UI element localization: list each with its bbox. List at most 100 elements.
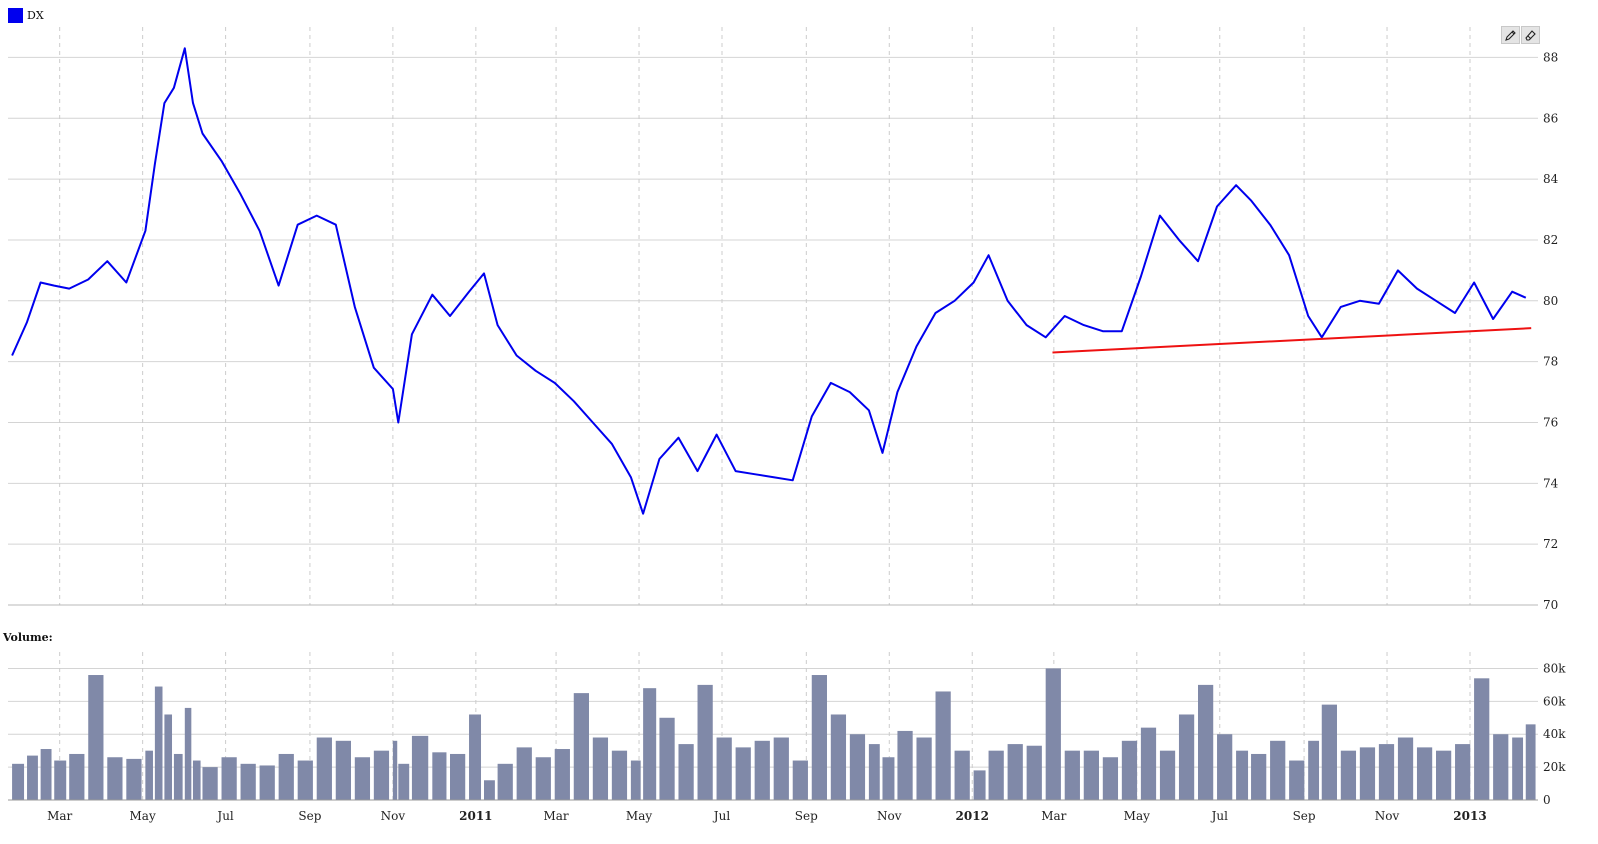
x-tick-label: Mar [1041,809,1066,823]
volume-bar [297,760,313,800]
volume-bar [1140,727,1157,800]
volume-bar [411,735,429,800]
volume-bar [484,780,495,800]
x-tick-label: Nov [381,809,406,823]
price-y-tick-label: 88 [1543,50,1558,64]
volume-bar [1397,737,1414,800]
volume-bar [1251,753,1267,800]
volume-bar [107,757,123,800]
volume-y-tick-labels: 0 20k 40k 60k 80k [1543,661,1566,807]
volume-bar [184,707,192,800]
volume-bar [259,765,275,800]
volume-bar [1525,724,1536,800]
price-y-tick-label: 72 [1543,537,1558,551]
eraser-tool-button[interactable] [1521,26,1540,44]
volume-bar [469,714,482,800]
volume-bar [392,740,398,800]
volume-bar [868,744,880,800]
volume-bar [316,737,332,800]
x-tick-label: Jul [215,809,234,823]
volume-bar [830,714,847,800]
x-tick-label: May [130,809,156,823]
volume-bar [773,737,789,800]
drawing-tools [1501,26,1541,44]
volume-bar [398,763,410,800]
legend: DX [8,7,44,23]
volume-bar [164,714,173,800]
volume-y-tick-label: 40k [1543,727,1566,741]
volume-bar [516,747,532,800]
volume-bar [173,753,183,800]
volume-bar [88,675,104,800]
volume-bar [1289,760,1305,800]
volume-bar [221,757,237,800]
price-grid [8,56,1538,606]
volume-bar [697,684,713,800]
price-y-tick-labels: 70 72 74 76 78 80 82 84 86 88 [1543,50,1559,612]
x-tick-label: Jul [1210,809,1229,823]
x-tick-label: Mar [543,809,568,823]
volume-bar [1026,745,1042,800]
volume-bar [1064,750,1080,800]
volume-bar [735,747,751,800]
volume-bar [935,691,951,800]
support-trend-line [1052,327,1532,354]
volume-bar [154,686,163,800]
volume-bar [354,757,371,800]
volume-bar [916,737,932,800]
volume-bar [1083,750,1099,800]
x-tick-label: May [626,809,652,823]
volume-bar [1340,750,1357,800]
price-y-tick-label: 82 [1543,233,1558,247]
volume-bar [1512,737,1524,800]
volume-bar [754,740,770,800]
legend-series-name: DX [27,8,44,22]
volume-bar [450,753,466,800]
volume-title: Volume: [3,631,53,644]
x-tick-label: May [1124,809,1150,823]
volume-y-tick-label: 20k [1543,760,1566,774]
x-axis-tick-labels: Mar May Jul Sep Nov 2011 Mar May Jul Sep Nov 2012 Ma… [47,809,1487,823]
volume-bar [192,760,201,800]
volume-bar [1436,750,1452,800]
volume-bar [811,675,827,800]
pencil-tool-button[interactable] [1501,26,1520,44]
volume-bar [988,750,1004,800]
volume-bar [12,763,25,800]
volume-bar [335,740,351,800]
volume-bar [497,763,513,800]
volume-bar [1378,744,1395,800]
volume-bar [27,755,38,800]
volume-bar [54,760,67,800]
volume-bar [1321,704,1337,800]
x-tick-label: Nov [1375,809,1400,823]
volume-bar [69,753,85,800]
price-x-gridlines [59,27,1471,605]
volume-bar [882,757,895,800]
volume-bar [611,750,628,800]
volume-bar [592,737,609,800]
volume-bar [40,749,52,800]
volume-bar [1308,740,1320,800]
volume-bar [1007,744,1023,800]
volume-bar [373,750,390,800]
volume-bar [1102,757,1119,800]
volume-bar [535,757,551,800]
volume-bar [1045,668,1061,800]
volume-bar [240,763,256,800]
volume-bar [1159,750,1176,800]
price-y-tick-label: 86 [1543,111,1558,125]
volume-bar [278,753,294,800]
volume-bar [973,770,986,800]
x-tick-label: Mar [47,809,72,823]
volume-bar [145,750,153,800]
x-tick-label: 2012 [956,809,989,823]
x-tick-label: 2011 [459,809,492,823]
volume-bar [202,767,218,800]
volume-bar [1198,684,1214,800]
volume-bar [554,749,570,800]
price-y-tick-label: 84 [1543,172,1559,186]
legend-swatch [8,7,23,23]
pencil-icon [1505,29,1516,41]
